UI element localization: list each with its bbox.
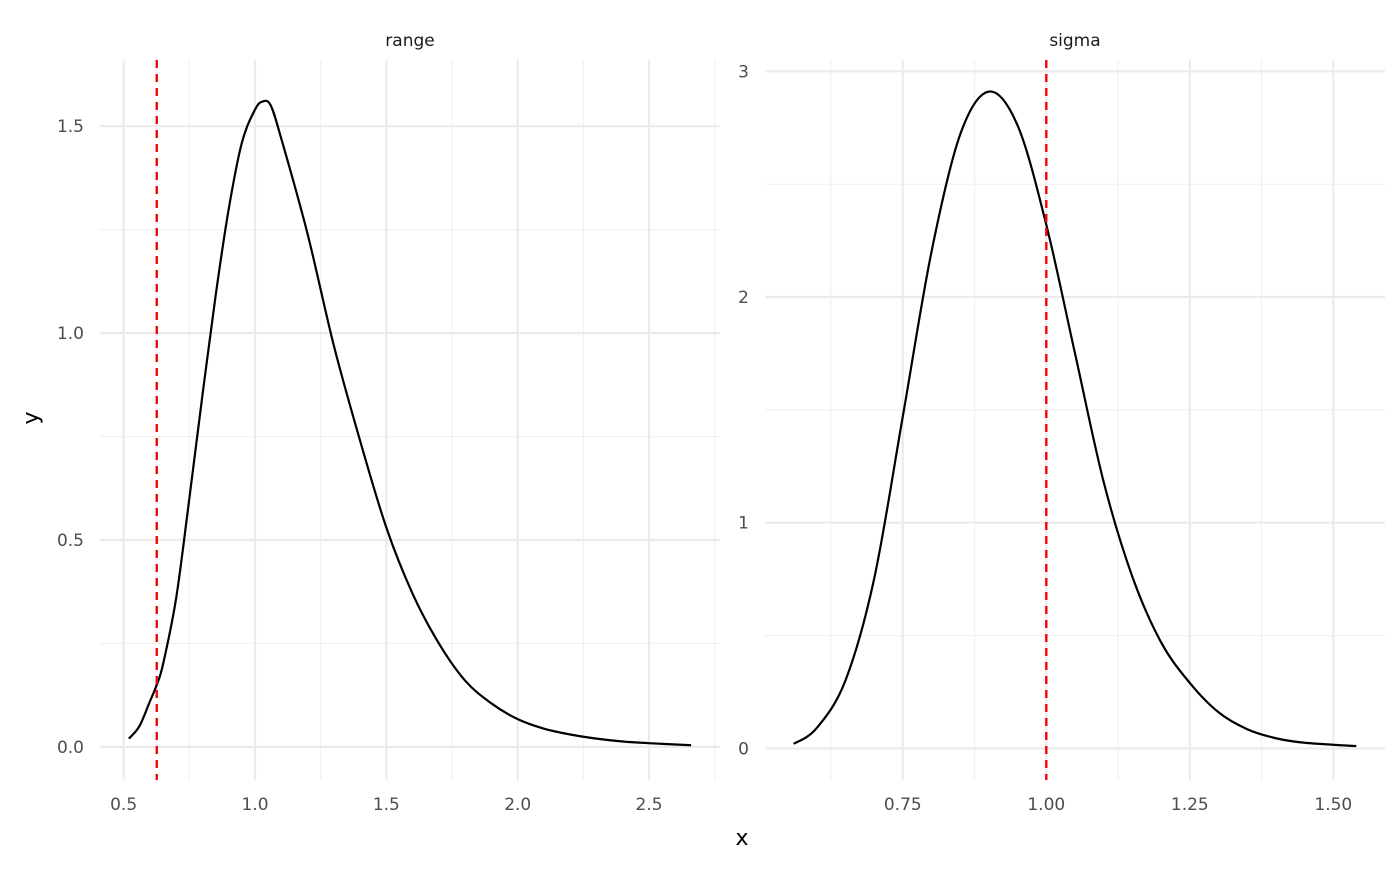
- y-tick-label: 0: [738, 739, 749, 759]
- y-tick-label: 1.0: [57, 324, 84, 344]
- panel-0: 0.5 1.0 1.5 2.0 2.5 0.0 0.5 1.0 1.5 range: [57, 31, 720, 815]
- y-tick-label: 3: [738, 62, 749, 82]
- y-axis-label: y: [19, 411, 44, 424]
- density-line: [793, 90, 1357, 748]
- x-tick-label: 1.25: [1171, 795, 1209, 815]
- x-axis-label: x: [735, 826, 748, 851]
- y-tick-label: 2: [738, 288, 749, 308]
- y-tick-label: 1.5: [57, 117, 84, 137]
- y-tick-label: 1: [738, 514, 749, 534]
- panel-1: 0.75 1.00 1.25 1.50 0 1 2 3 sigma: [738, 31, 1385, 815]
- x-tick-label: 2.0: [504, 795, 531, 815]
- x-tick-label: 0.5: [110, 795, 137, 815]
- x-tick-label: 1.00: [1027, 795, 1065, 815]
- x-tick-label: 1.0: [241, 795, 268, 815]
- y-tick-label: 0.5: [57, 531, 84, 551]
- density-line: [128, 99, 692, 747]
- panel-title: sigma: [1049, 31, 1100, 51]
- y-tick-label: 0.0: [57, 738, 84, 758]
- x-tick-label: 2.5: [636, 795, 663, 815]
- x-tick-label: 0.75: [884, 795, 922, 815]
- panel-title: range: [385, 31, 434, 51]
- x-tick-label: 1.5: [373, 795, 400, 815]
- x-tick-label: 1.50: [1314, 795, 1352, 815]
